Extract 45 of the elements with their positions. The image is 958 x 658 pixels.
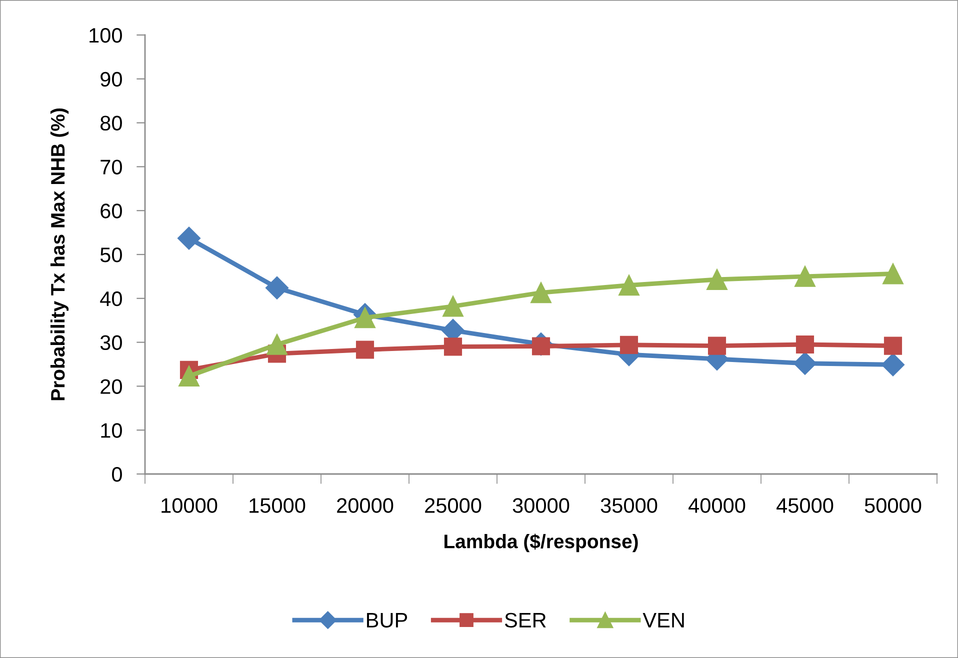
point (884, 336, 902, 355)
y-tick-label: 90 (100, 72, 122, 87)
x-tick-label: 20000 (337, 498, 394, 513)
point (796, 335, 814, 354)
y-tick-label: 20 (100, 379, 122, 394)
y-tick-label: 40 (100, 291, 122, 306)
x-tick-label: 10000 (162, 498, 218, 513)
y-tick-label: 50 (100, 248, 122, 262)
y-tick-label: 100 (90, 28, 122, 43)
point (620, 336, 638, 354)
point (530, 282, 552, 304)
point (356, 340, 374, 359)
y-tick-label: 70 (100, 160, 122, 174)
x-tick-label: 45000 (776, 498, 834, 513)
x-tick-label: 25000 (425, 498, 482, 513)
point (178, 226, 200, 250)
point (618, 274, 640, 296)
point (266, 334, 288, 355)
y-tick-label: 60 (100, 204, 122, 218)
point (708, 336, 726, 355)
point (794, 266, 816, 287)
y-tick-label: 30 (100, 335, 122, 350)
y-axis-title: Probability Tx has Max NHB (%) (50, 108, 69, 400)
x-tick-label: 35000 (600, 498, 658, 513)
point (354, 307, 376, 328)
point (266, 276, 288, 300)
legend-label: VEN (642, 613, 684, 628)
y-tick-label: 0 (112, 467, 122, 482)
legend-label: SER (504, 612, 546, 628)
x-tick-label: 40000 (688, 498, 746, 513)
point (794, 352, 816, 375)
point (706, 269, 728, 290)
y-tick-label: 10 (101, 423, 122, 438)
point (178, 366, 200, 387)
y-tick-label: 80 (100, 116, 122, 131)
legend-label: BUP (367, 613, 408, 628)
point (882, 353, 904, 376)
point (532, 337, 550, 356)
x-axis-title: Lambda ($/response) (444, 534, 638, 552)
point (882, 263, 904, 284)
x-tick-label: 50000 (864, 498, 922, 513)
x-tick-label: 15000 (250, 498, 306, 513)
point (442, 296, 464, 317)
point (444, 338, 462, 356)
x-tick-label: 30000 (512, 498, 570, 513)
